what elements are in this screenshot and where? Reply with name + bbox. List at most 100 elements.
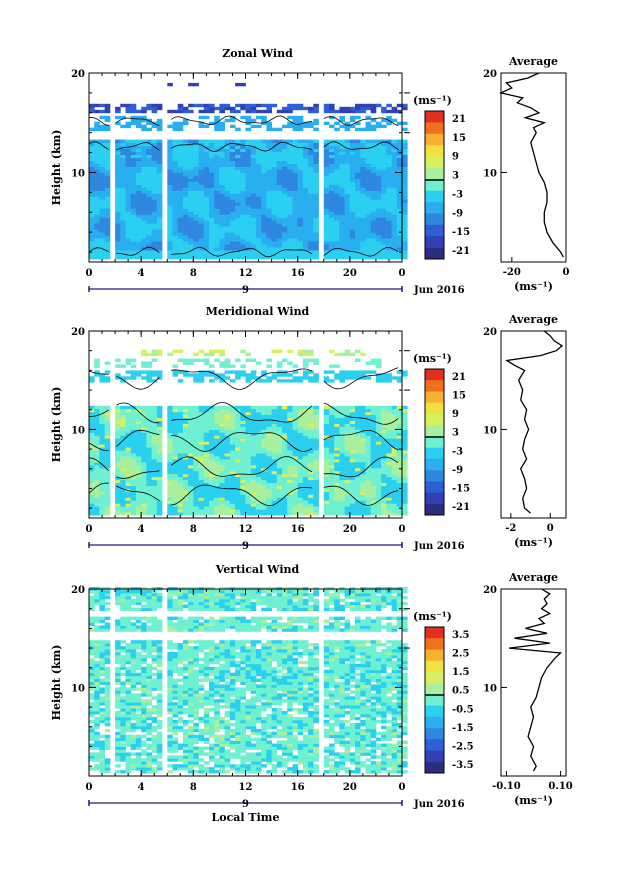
heatmap-cell bbox=[177, 485, 184, 489]
heatmap-cell bbox=[141, 506, 147, 510]
heatmap-cell bbox=[302, 241, 309, 245]
heatmap-cell bbox=[151, 109, 158, 114]
heatmap-cell bbox=[313, 166, 319, 170]
heatmap-cell bbox=[370, 181, 377, 185]
heatmap-cell bbox=[266, 456, 272, 460]
heatmap-cell bbox=[203, 175, 210, 179]
heatmap-cell bbox=[402, 178, 408, 182]
heatmap-cell bbox=[135, 184, 142, 188]
heatmap-cell bbox=[355, 485, 361, 489]
heatmap-cell bbox=[125, 470, 132, 475]
heatmap-cell bbox=[177, 163, 184, 167]
heatmap-cell bbox=[203, 470, 210, 475]
heatmap-cell bbox=[360, 373, 366, 377]
heatmap-cell bbox=[323, 109, 330, 114]
heatmap-cell bbox=[182, 467, 189, 472]
heatmap-cell bbox=[308, 509, 314, 513]
heatmap-cell bbox=[89, 214, 95, 218]
heatmap-cell bbox=[151, 405, 158, 410]
heatmap-cell bbox=[120, 142, 126, 146]
heatmap-cell bbox=[365, 196, 372, 200]
heatmap-cell bbox=[182, 491, 189, 495]
heatmap-cell bbox=[99, 414, 105, 419]
heatmap-cell bbox=[355, 115, 361, 120]
heatmap-cell bbox=[229, 184, 236, 188]
heatmap-cell bbox=[214, 408, 220, 413]
heatmap-cell bbox=[329, 453, 335, 457]
heatmap-cell bbox=[266, 441, 272, 445]
heatmap-cell bbox=[141, 109, 147, 114]
heatmap-cell bbox=[94, 253, 100, 257]
heatmap-cell bbox=[375, 178, 382, 182]
heatmap-cell bbox=[349, 223, 356, 227]
heatmap-cell bbox=[313, 494, 319, 498]
heatmap-cell bbox=[240, 214, 246, 218]
heatmap-cell bbox=[381, 187, 387, 191]
heatmap-cell bbox=[349, 512, 356, 516]
heatmap-cell bbox=[386, 193, 392, 197]
heatmap-cell bbox=[235, 199, 241, 203]
heatmap-cell bbox=[156, 169, 163, 173]
heatmap-cell bbox=[156, 148, 163, 152]
heatmap-cell bbox=[167, 226, 173, 230]
x-tick-label: 0 bbox=[399, 268, 406, 279]
heatmap-cell bbox=[282, 181, 288, 185]
heatmap-cell bbox=[334, 175, 340, 179]
heatmap-cell bbox=[224, 503, 231, 507]
heatmap-cell bbox=[193, 253, 199, 257]
heatmap-cell bbox=[188, 414, 194, 419]
date-label: 9 bbox=[242, 285, 249, 296]
heatmap-cell bbox=[334, 373, 340, 377]
heatmap-cell bbox=[323, 103, 330, 108]
heatmap-cell bbox=[229, 370, 236, 374]
heatmap-cell bbox=[292, 464, 299, 469]
heatmap-cell bbox=[282, 435, 288, 439]
heatmap-cell bbox=[229, 124, 236, 129]
heatmap-cell bbox=[120, 178, 126, 182]
heatmap-cell bbox=[125, 464, 132, 469]
heatmap-cell bbox=[224, 414, 231, 419]
heatmap-cell bbox=[125, 435, 132, 439]
heatmap-cell bbox=[349, 202, 356, 206]
heatmap-cell bbox=[271, 235, 278, 239]
heatmap-cell bbox=[297, 509, 304, 513]
heatmap-cell bbox=[250, 453, 257, 457]
heatmap-cell bbox=[250, 199, 257, 203]
heatmap-cell bbox=[266, 420, 272, 424]
heatmap-cell bbox=[198, 220, 205, 224]
heatmap-cell bbox=[235, 411, 241, 416]
heatmap-cell bbox=[94, 420, 100, 424]
heatmap-cell bbox=[282, 444, 288, 448]
heatmap-cell bbox=[313, 109, 319, 114]
heatmap-cell bbox=[308, 429, 314, 433]
heatmap-cell bbox=[146, 211, 152, 215]
heatmap-cell bbox=[297, 253, 304, 257]
heatmap-cell bbox=[219, 145, 225, 149]
heatmap-cell bbox=[302, 205, 309, 209]
x-tick-label: 16 bbox=[291, 268, 305, 279]
heatmap-cell bbox=[271, 435, 278, 439]
heatmap-cell bbox=[115, 217, 121, 221]
heatmap-cell bbox=[240, 485, 246, 489]
heatmap-cell bbox=[209, 208, 215, 212]
heatmap-cell bbox=[125, 205, 132, 209]
heatmap-cell bbox=[302, 163, 309, 167]
heatmap-cell bbox=[219, 503, 225, 507]
heatmap-cell bbox=[240, 253, 246, 257]
heatmap-cell bbox=[313, 184, 319, 188]
heatmap-cell bbox=[156, 429, 163, 433]
heatmap-cell bbox=[402, 160, 408, 164]
heatmap-cell bbox=[235, 235, 241, 239]
heatmap-cell bbox=[120, 196, 126, 200]
heatmap-cell bbox=[125, 494, 132, 498]
heatmap-cell bbox=[156, 217, 163, 221]
heatmap-cell bbox=[339, 169, 345, 173]
heatmap-cell bbox=[308, 500, 314, 504]
heatmap-cell bbox=[177, 414, 184, 419]
heatmap-cell bbox=[349, 485, 356, 489]
heatmap-cell bbox=[360, 453, 366, 457]
heatmap-cell bbox=[240, 497, 246, 501]
heatmap-cell bbox=[235, 453, 241, 457]
heatmap-cell bbox=[370, 229, 377, 233]
heatmap-cell bbox=[219, 223, 225, 227]
